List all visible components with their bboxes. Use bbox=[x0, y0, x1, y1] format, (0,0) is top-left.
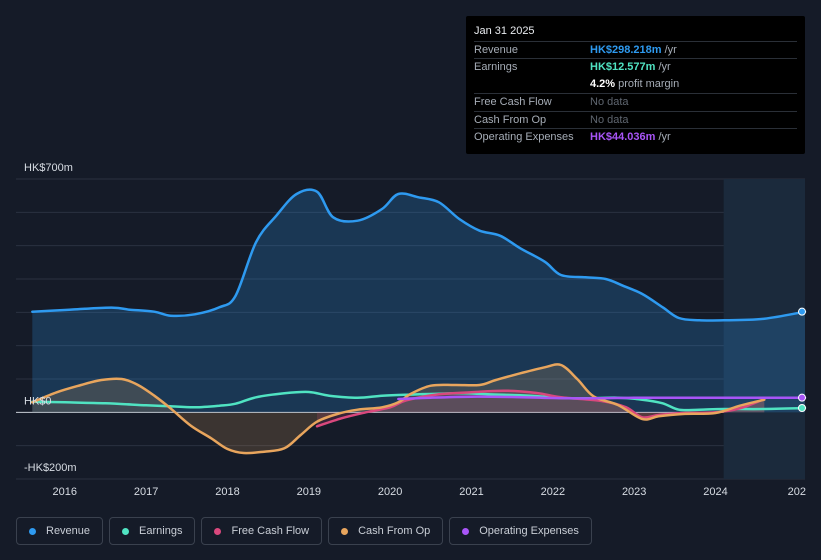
operating-expenses-line bbox=[397, 395, 807, 401]
tooltip-unit: /yr bbox=[664, 44, 677, 56]
y-tick-label: HK$700m bbox=[24, 162, 73, 174]
tooltip-row-cfo: Cash From Op No data bbox=[474, 110, 797, 128]
tooltip: Jan 31 2025 Revenue HK$298.218m /yr Earn… bbox=[466, 16, 805, 154]
tooltip-unit: profit margin bbox=[618, 77, 680, 90]
tooltip-value: No data bbox=[590, 113, 629, 126]
legend-dot-icon bbox=[122, 527, 130, 535]
cash-from-op-line bbox=[31, 363, 766, 455]
legend-label: Free Cash Flow bbox=[231, 525, 310, 537]
tick-layer: HK$700m HK$0 -HK$200m 2016 2017 2018 2019 2020 2… bbox=[24, 162, 806, 498]
x-tick-label: 2019 bbox=[297, 486, 321, 498]
revenue-area bbox=[32, 189, 806, 413]
legend-label: Earnings bbox=[139, 525, 183, 537]
revenue-end-dot bbox=[798, 307, 806, 316]
y-tick-label: HK$0 bbox=[24, 395, 52, 407]
legend-dot-icon bbox=[214, 527, 222, 535]
x-tick-label: 2018 bbox=[215, 486, 239, 498]
tooltip-value: HK$12.577m bbox=[590, 61, 656, 74]
tooltip-label bbox=[474, 76, 590, 93]
x-tick-label: 2017 bbox=[134, 486, 158, 498]
x-tick-label: 2020 bbox=[378, 486, 402, 498]
legend-dot-icon bbox=[462, 527, 470, 535]
tooltip-unit: /yr bbox=[658, 61, 671, 74]
x-tick-label: 2024 bbox=[703, 486, 727, 498]
tooltip-row-opex: Operating Expenses HK$44.036m /yr bbox=[474, 127, 797, 145]
legend-item-free-cash-flow[interactable]: Free Cash Flow bbox=[201, 517, 323, 545]
legend-label: Revenue bbox=[46, 525, 91, 537]
y-tick-label: -HK$200m bbox=[24, 462, 77, 474]
legend-item-earnings[interactable]: Earnings bbox=[109, 517, 196, 545]
x-tick-label: 202 bbox=[788, 486, 806, 498]
financial-chart: HK$700m HK$0 -HK$200m 2016 2017 2018 2019 2020 2… bbox=[16, 162, 807, 498]
legend-item-revenue[interactable]: Revenue bbox=[16, 517, 104, 545]
tooltip-label: Operating Expenses bbox=[474, 130, 574, 143]
earnings-line bbox=[31, 390, 807, 412]
tooltip-label: Earnings bbox=[474, 61, 518, 74]
tooltip-value: No data bbox=[590, 96, 629, 109]
line-layer bbox=[31, 188, 807, 455]
tooltip-value: 4.2% bbox=[590, 77, 616, 90]
forecast-layer bbox=[723, 179, 805, 479]
legend-dot-icon bbox=[29, 527, 36, 535]
x-tick-label: 2023 bbox=[622, 486, 646, 498]
forecast-region bbox=[723, 179, 805, 479]
grid-layer bbox=[16, 178, 805, 480]
x-tick-label: 2021 bbox=[459, 486, 483, 498]
legend-item-cash-from-op[interactable]: Cash From Op bbox=[328, 517, 444, 545]
tooltip-label: Revenue bbox=[474, 44, 519, 56]
legend-dot-icon bbox=[341, 527, 349, 535]
tooltip-row-revenue: Revenue HK$298.218m /yr bbox=[474, 41, 797, 58]
legend-item-operating-expenses[interactable]: Operating Expenses bbox=[449, 517, 592, 545]
legend-label: Cash From Op bbox=[358, 525, 431, 537]
tooltip-label: Cash From Op bbox=[474, 113, 547, 126]
operating-expenses-end-dot bbox=[798, 393, 806, 402]
x-tick-label: 2022 bbox=[541, 486, 565, 498]
tooltip-value: HK$298.218m bbox=[590, 44, 662, 56]
free-cash-flow-area bbox=[317, 390, 765, 427]
tooltip-label: Free Cash Flow bbox=[474, 96, 552, 109]
tooltip-unit: /yr bbox=[658, 130, 671, 143]
revenue-line bbox=[31, 188, 807, 322]
tooltip-row-margin: 4.2% profit margin bbox=[474, 76, 797, 93]
tooltip-row-earnings: Earnings HK$12.577m /yr bbox=[474, 58, 797, 75]
tooltip-row-fcf: Free Cash Flow No data bbox=[474, 93, 797, 110]
dot-layer bbox=[798, 307, 806, 412]
earnings-end-dot bbox=[798, 404, 806, 412]
cash-from-op-area bbox=[32, 364, 765, 454]
tooltip-date: Jan 31 2025 bbox=[474, 25, 535, 37]
legend: Revenue Earnings Free Cash Flow Cash Fro… bbox=[16, 517, 598, 545]
area-layer bbox=[32, 189, 806, 454]
x-tick-label: 2016 bbox=[53, 486, 77, 498]
legend-label: Operating Expenses bbox=[479, 525, 579, 537]
tooltip-value: HK$44.036m bbox=[590, 130, 656, 143]
